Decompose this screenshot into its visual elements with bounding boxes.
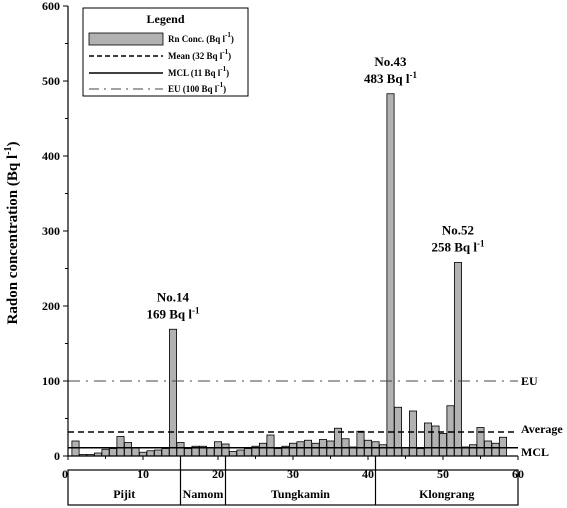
annotation-no43-label: No.43 [374, 54, 407, 69]
x-tick-label-20: 20 [212, 467, 224, 481]
legend-entry-bar: Rn Conc. (Bq l-1) [168, 31, 234, 44]
legend-entry-mcl-sup: -1 [220, 65, 226, 73]
bar-26 [258, 442, 267, 457]
legend-swatch-bar [88, 32, 164, 46]
y-tick-label-600: 600 [42, 0, 60, 13]
y-axis-label-main: Radon concentration (Bq l [5, 155, 21, 325]
annotation-no14-label: No.14 [157, 289, 190, 304]
bar-52 [453, 262, 462, 457]
annotation-no14-value-main: 169 Bq l [146, 306, 192, 321]
region-label-klongrang: Klongrang [419, 487, 474, 501]
bar-27 [266, 434, 275, 457]
bar-48 [423, 422, 432, 457]
legend-entry-eu-sup: -1 [217, 81, 223, 89]
region-labels: Pijit Namom Tungkamin Klongrang [67, 456, 519, 506]
bar-15 [176, 442, 185, 457]
bar-13 [161, 448, 170, 457]
bar-47 [416, 448, 425, 457]
x-tick-label-10: 10 [137, 467, 149, 481]
legend-entry-bar-end: ) [231, 34, 234, 44]
region-label-pijit: Pijit [113, 487, 135, 501]
legend-entry-mcl: MCL (11 Bq l-1) [168, 65, 229, 78]
legend-entry-bar-main: Rn Conc. (Bq l [168, 34, 226, 44]
ref-label-mean: Average [521, 422, 563, 436]
bar-9 [131, 447, 140, 457]
legend-entry-mean-end: ) [228, 51, 231, 61]
annotation-no52-value-main: 258 Bq l [431, 240, 477, 255]
reference-lines: Average MCL EU [68, 374, 563, 459]
bar-5 [101, 448, 110, 457]
legend-entry-mean-sup: -1 [222, 48, 228, 56]
bar-49 [431, 425, 440, 457]
bar-45 [401, 447, 410, 457]
bar-7 [116, 436, 125, 457]
legend-entry-bar-sup: -1 [225, 31, 231, 39]
legend-entry-eu: EU (100 Bq l-1) [168, 81, 226, 94]
annotation-no43-value-sup: -1 [410, 70, 418, 80]
bar-12 [153, 449, 162, 457]
bar-21 [221, 443, 230, 457]
y-axis-label: Radon concentration (Bq l-1) [3, 142, 21, 325]
bar-31 [296, 441, 305, 457]
annotation-no14-value-sup: -1 [192, 305, 200, 315]
annotation-no43-value: 483 Bq l-1 [364, 70, 418, 86]
bar-14 [168, 328, 177, 457]
x-tick-label-0: 0 [62, 467, 68, 481]
legend-entry-mcl-main: MCL (11 Bq l [168, 68, 221, 78]
bar-23 [236, 449, 245, 457]
y-tick-label-400: 400 [42, 149, 60, 163]
y-tick-label-200: 200 [42, 299, 60, 313]
legend-box [82, 7, 249, 97]
bar-50 [438, 433, 447, 457]
bar-20 [213, 441, 222, 457]
region-label-namom: Namom [183, 487, 224, 501]
bar-54 [468, 444, 477, 457]
bar-39 [356, 430, 365, 457]
annotation-no52-label: No.52 [442, 223, 474, 238]
annotation-no43-value-main: 483 Bq l [364, 71, 410, 86]
bar-6 [109, 448, 118, 457]
ref-label-eu: EU [521, 374, 538, 388]
bar-46 [408, 410, 417, 457]
region-strip [67, 469, 519, 506]
bar-8 [124, 442, 133, 457]
y-axis-label-sup: -1 [3, 147, 14, 155]
x-tick-label-30: 30 [287, 467, 299, 481]
bar-19 [206, 447, 215, 457]
bar-11 [146, 450, 155, 457]
region-label-tungkamin: Tungkamin [271, 487, 330, 501]
bar-28 [273, 448, 282, 457]
bar-43 [386, 93, 395, 457]
x-tick-label-40: 40 [362, 467, 374, 481]
annotation-no14-value: 169 Bq l-1 [146, 305, 200, 321]
x-tick-label-50: 50 [437, 467, 449, 481]
y-tick-label-0: 0 [54, 449, 60, 463]
y-tick-label-500: 500 [42, 74, 60, 88]
legend-entry-eu-end: ) [223, 84, 226, 94]
ref-label-mcl: MCL [521, 445, 549, 459]
bar-24 [243, 448, 252, 457]
y-axis-label-end: ) [5, 142, 21, 147]
legend-entry-mcl-end: ) [226, 68, 229, 78]
bar-30 [288, 442, 297, 457]
bar-16 [183, 448, 192, 457]
bar-42 [378, 444, 387, 457]
bar-series [71, 93, 507, 457]
y-tick-label-300: 300 [42, 224, 60, 238]
bar-41 [371, 441, 380, 457]
bar-33 [311, 442, 320, 457]
bar-58 [498, 436, 507, 457]
bar-22 [228, 451, 237, 457]
legend-entry-mean-main: Mean (32 Bq l [168, 51, 223, 61]
legend-entry-eu-main: EU (100 Bq l [168, 84, 218, 94]
annotation-no52-value-sup: -1 [477, 239, 485, 249]
annotation-no52-value: 258 Bq l-1 [431, 239, 485, 255]
legend-title: Legend [146, 12, 184, 26]
legend-entry-mean: Mean (32 Bq l-1) [168, 48, 231, 61]
y-tick-label-100: 100 [42, 374, 60, 388]
bar-57 [491, 442, 500, 457]
